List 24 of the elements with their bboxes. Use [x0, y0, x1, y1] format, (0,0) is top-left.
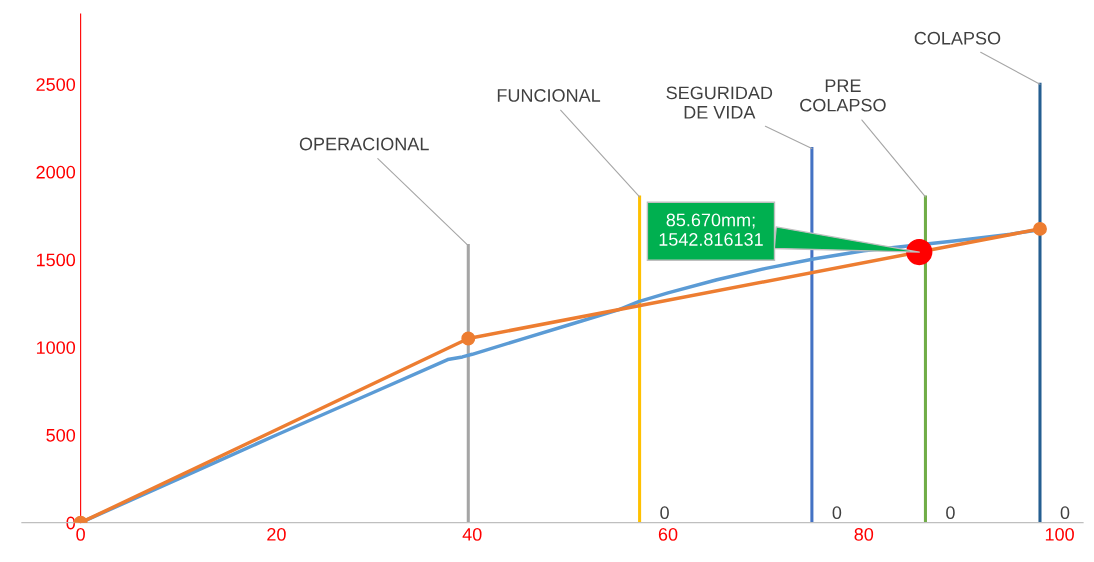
data-label: 0 [946, 506, 955, 520]
text: OPERACIONAL [299, 137, 429, 151]
text: PRE COLAPSO [800, 79, 886, 112]
text: FUNCIONAL [497, 89, 601, 102]
x-tick-label: 40 [462, 528, 482, 541]
point [1033, 221, 1047, 236]
data-label: 0 [660, 506, 669, 520]
point [461, 331, 476, 346]
y-tick-label: 500 [46, 428, 76, 442]
text: SEGURIDAD DE VIDA [666, 86, 773, 119]
text: COLAPSO [914, 31, 1001, 45]
data-label: 0 [1060, 506, 1070, 520]
y-tick-label: 2000 [36, 165, 76, 179]
point [906, 238, 933, 266]
x-tick-label: 60 [658, 528, 678, 541]
y-tick-label: 2500 [36, 78, 76, 91]
y-tick-label: 1000 [36, 341, 76, 354]
annotation: 85.670mm; 1542.816131 [659, 213, 763, 246]
x-tick-label: 20 [267, 528, 286, 541]
y-tick-label: 1500 [36, 253, 76, 267]
data-label: 0 [832, 506, 842, 520]
x-tick-label: 80 [854, 528, 874, 541]
x-tick-label: 100 [1045, 528, 1074, 541]
x-tick-label: 0 [76, 528, 85, 541]
